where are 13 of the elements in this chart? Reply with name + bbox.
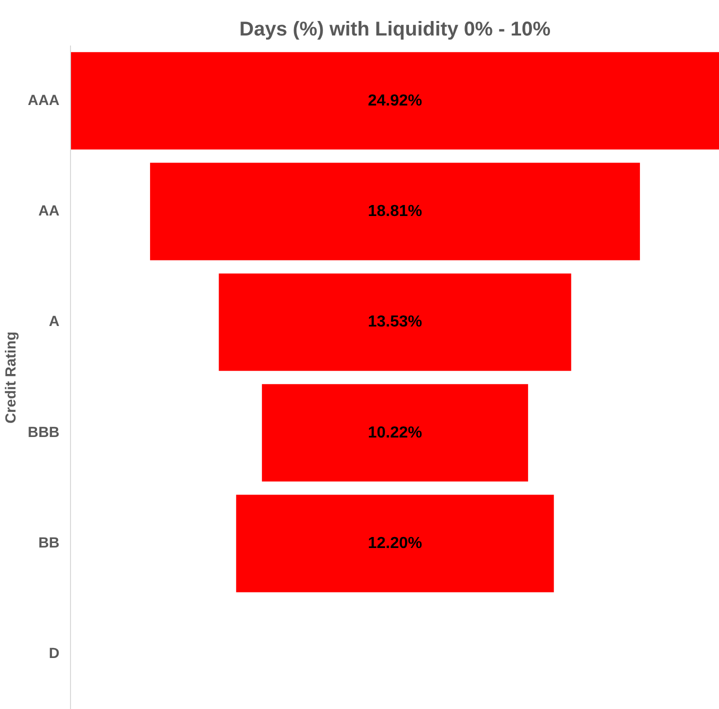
data-label: 12.20% <box>368 535 422 552</box>
category-label: BB <box>38 536 60 552</box>
category-label: A <box>48 314 60 330</box>
data-label: 24.92% <box>368 92 422 110</box>
category-label: AA <box>38 204 60 220</box>
text: Credit Rating <box>4 331 20 424</box>
data-label: 18.81% <box>368 203 422 220</box>
text: Days (%) with Liquidity 0% - 10% <box>239 18 551 40</box>
category-label: AAA <box>28 92 60 109</box>
data-label: 10.22% <box>368 424 422 442</box>
data-label: 13.53% <box>368 314 422 331</box>
category-label: BBB <box>28 424 60 441</box>
category-label: D <box>48 646 60 662</box>
